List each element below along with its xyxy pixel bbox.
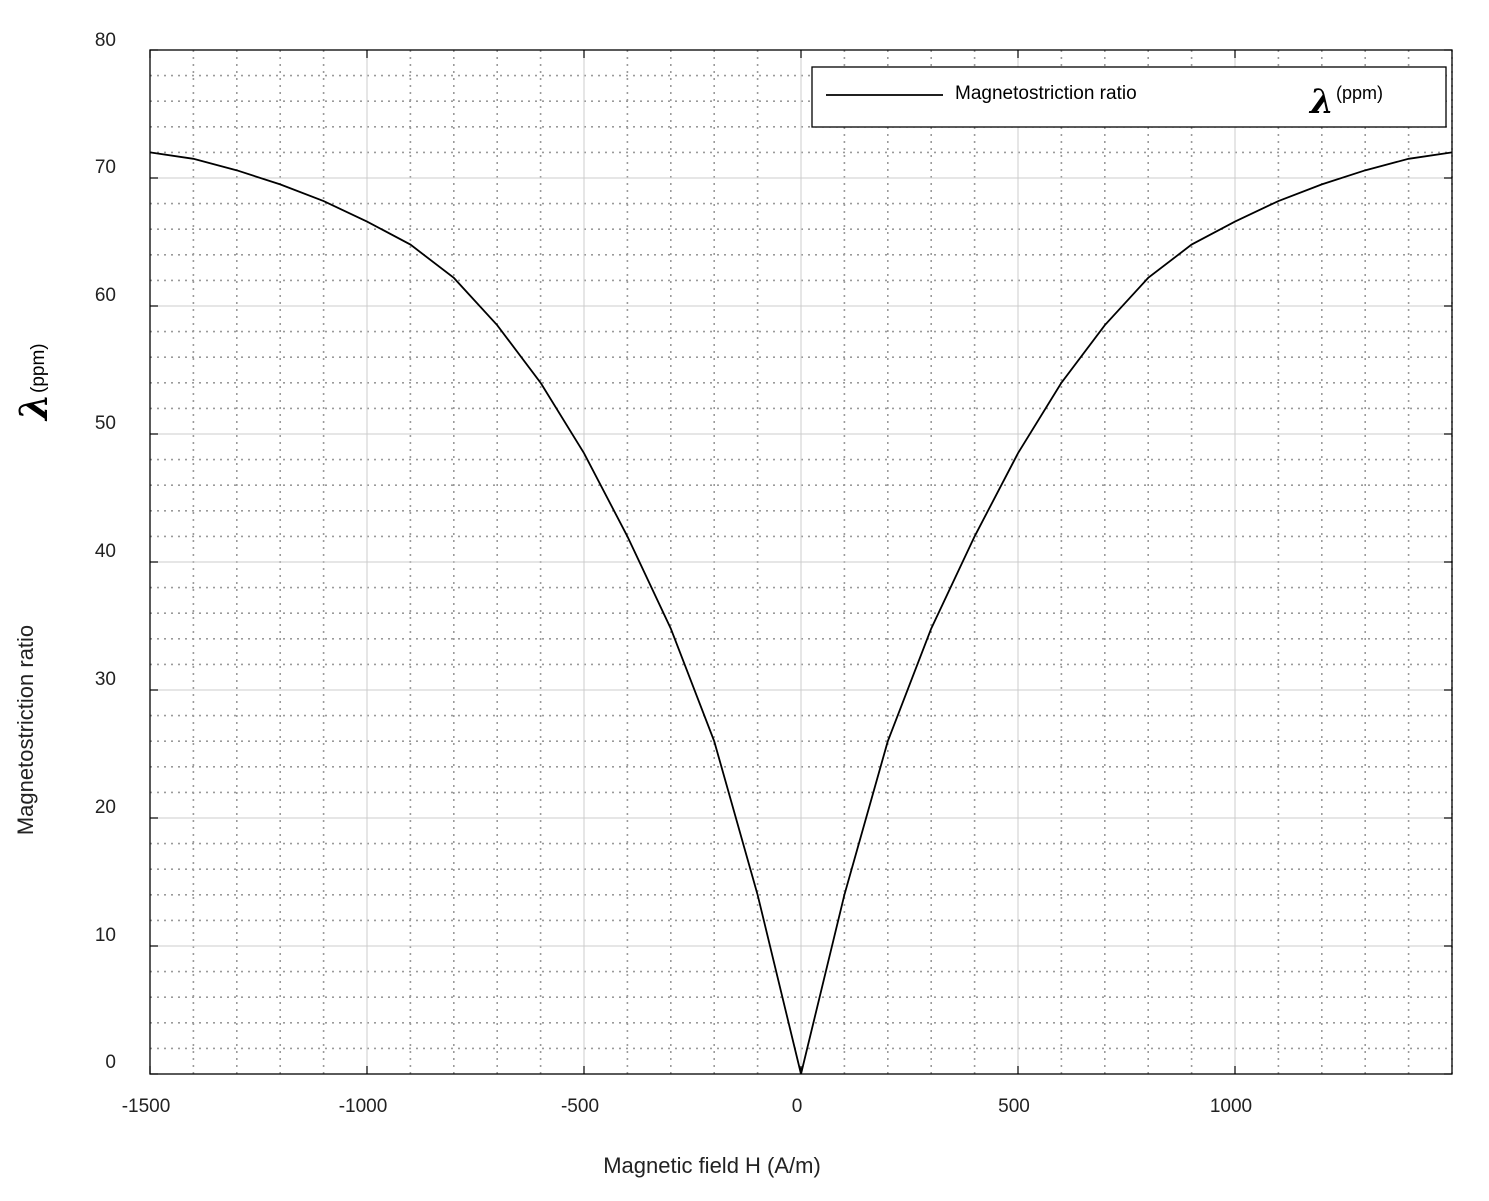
y-tick-label: 80 — [95, 30, 116, 51]
x-tick-label: 0 — [792, 1096, 803, 1117]
legend-label: Magnetostriction ratio — [955, 83, 1137, 104]
x-tick-label: -1000 — [339, 1096, 388, 1117]
x-tick-label: -1500 — [122, 1096, 171, 1117]
y-axis-unit: (ppm) — [28, 343, 49, 393]
y-axis-lambda-symbol: λ — [11, 393, 56, 422]
y-tick-label: 70 — [95, 157, 116, 178]
legend-unit: (ppm) — [1336, 83, 1383, 103]
x-tick-label: -500 — [561, 1096, 599, 1117]
y-axis-title: λ (ppm) Magnetostriction ratio — [11, 343, 56, 835]
plot-frame — [149, 49, 1453, 1075]
x-tick-labels: -1500 -1000 -500 0 500 1000 — [122, 1096, 1252, 1117]
x-tick-label: 500 — [998, 1096, 1030, 1117]
y-tick-label: 10 — [95, 925, 116, 946]
x-tick-label: 1000 — [1210, 1096, 1252, 1117]
y-tick-label: 0 — [105, 1052, 116, 1073]
legend: Magnetostriction ratio λ (ppm) — [811, 66, 1447, 128]
legend-lambda-symbol: λ — [1308, 82, 1334, 122]
y-tick-label: 40 — [95, 541, 116, 562]
y-tick-label: 60 — [95, 285, 116, 306]
y-tick-label: 50 — [95, 413, 116, 434]
x-axis-title: Magnetic field H (A/m) — [603, 1153, 821, 1178]
legend-box — [811, 66, 1447, 128]
y-tick-label: 30 — [95, 669, 116, 690]
y-axis-label: Magnetostriction ratio — [13, 625, 38, 835]
y-tick-label: 20 — [95, 797, 116, 818]
y-tick-labels: 0 10 20 30 40 50 60 70 80 — [95, 30, 116, 1073]
